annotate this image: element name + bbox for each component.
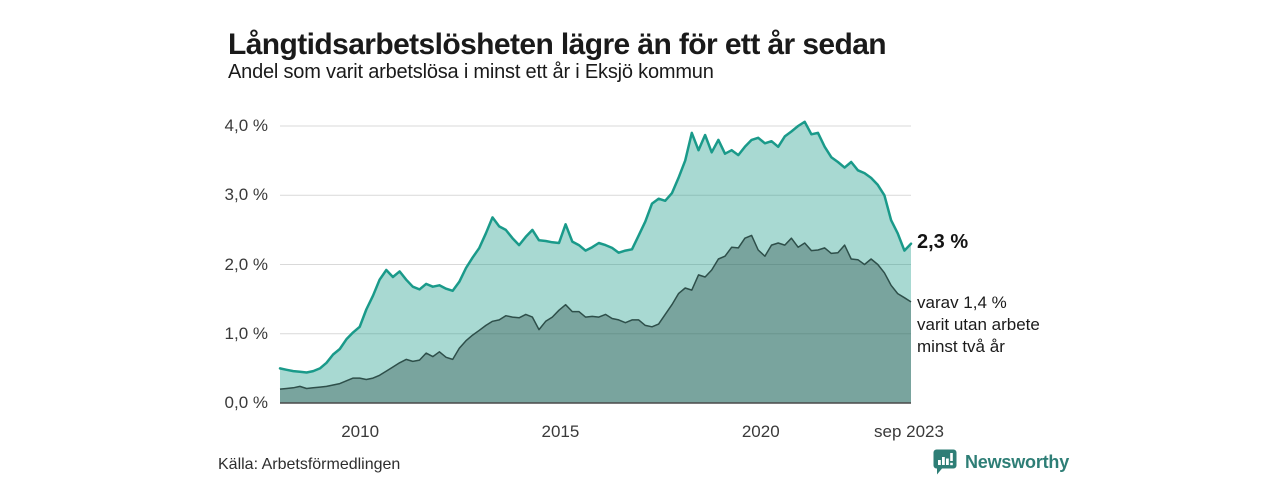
line-total-one-year — [278, 120, 913, 374]
line-two-years — [279, 234, 912, 390]
area-two-years — [280, 235, 911, 403]
area-total-one-year — [280, 121, 911, 404]
newsworthy-icon — [933, 449, 957, 475]
subseries-annotation: varav 1,4 % varit utan arbete minst två … — [917, 292, 1040, 358]
latest-value-label: 2,3 % — [917, 231, 969, 253]
newsworthy-wordmark: Newsworthy — [965, 452, 1070, 472]
chart-title: Långtidsarbetslösheten lägre än för ett … — [228, 28, 887, 62]
chart-subtitle: Andel som varit arbetslösa i minst ett å… — [228, 61, 714, 83]
newsworthy-logo: Newsworthy — [933, 449, 1069, 476]
subseries-annotation-line: varit utan arbete — [917, 315, 1040, 334]
source-label: Källa: Arbetsförmedlingen — [218, 456, 401, 473]
subseries-annotation-line: varav 1,4 % — [917, 293, 1007, 312]
subseries-annotation-line: minst två år — [917, 337, 1005, 356]
